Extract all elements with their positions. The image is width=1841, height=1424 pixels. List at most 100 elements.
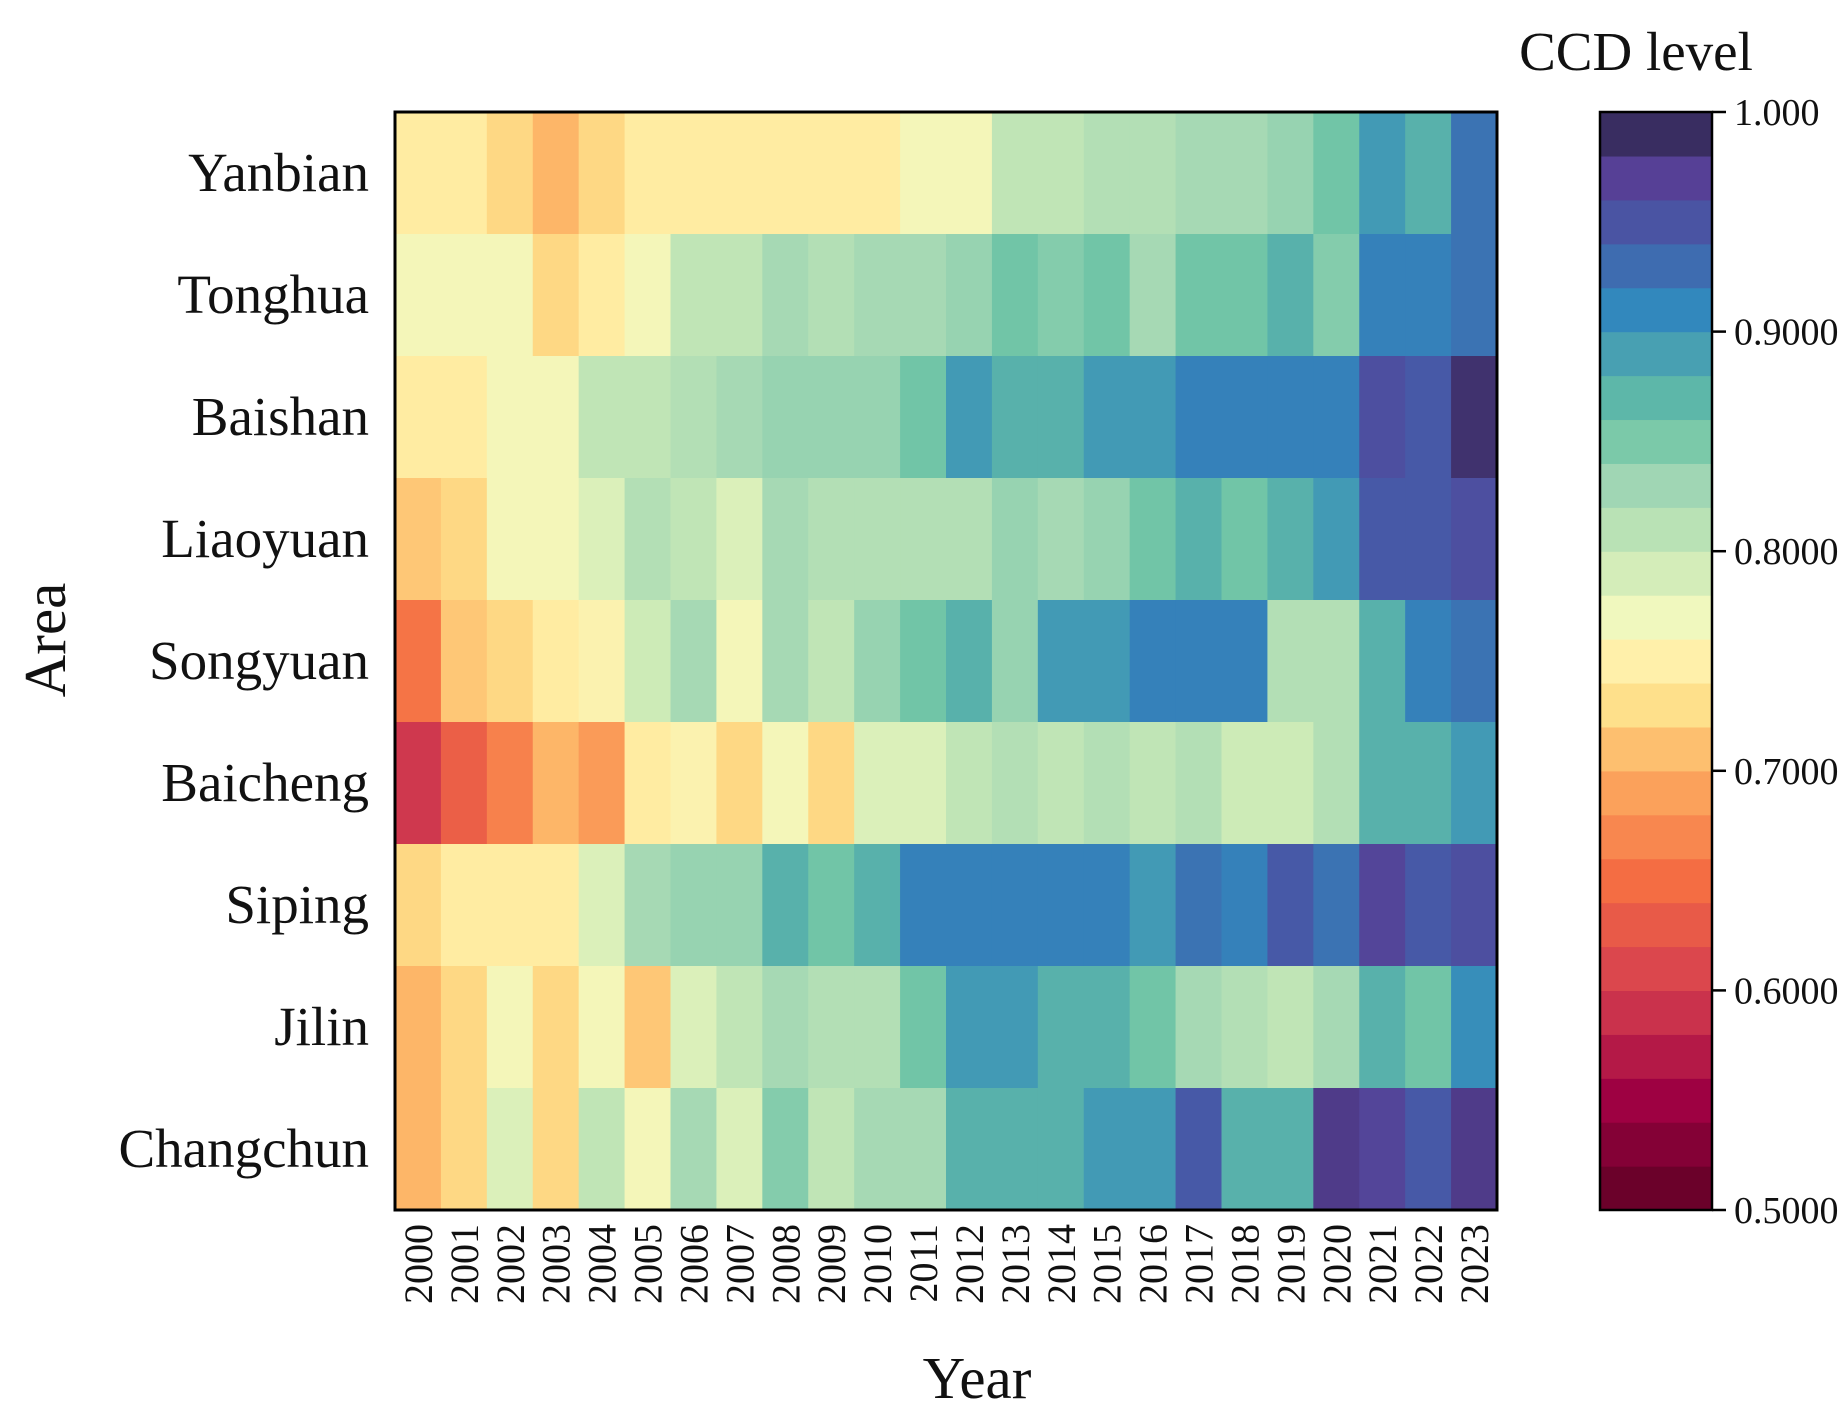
heatmap-cell xyxy=(854,234,901,357)
heatmap-cell xyxy=(946,722,993,845)
x-tick-label: 2023 xyxy=(1452,1224,1497,1304)
heatmap-cell xyxy=(486,844,534,967)
heatmap-cell xyxy=(808,966,855,1089)
heatmap-cell xyxy=(762,1088,809,1211)
colorbar-level xyxy=(1600,1166,1712,1211)
heatmap-cell xyxy=(808,1088,855,1211)
heatmap-cell xyxy=(1129,1088,1177,1211)
heatmap-cell xyxy=(1037,1088,1085,1211)
heatmap-cell xyxy=(1083,966,1131,1089)
heatmap-cell xyxy=(1313,356,1360,479)
heatmap-cell xyxy=(762,600,809,723)
heatmap-cell xyxy=(440,356,488,479)
y-tick-label: Changchun xyxy=(118,1118,369,1179)
x-tick-label: 2000 xyxy=(396,1224,441,1304)
heatmap-cell xyxy=(991,112,1039,235)
heatmap-cell xyxy=(670,722,718,845)
x-tick-label: 2022 xyxy=(1406,1224,1451,1304)
heatmap-cell xyxy=(532,966,580,1089)
heatmap-cell xyxy=(1037,966,1085,1089)
heatmap-cell xyxy=(1359,722,1406,845)
heatmap-cell xyxy=(1267,356,1314,479)
x-tick-label: 2010 xyxy=(855,1224,900,1304)
heatmap-cell xyxy=(532,478,580,601)
heatmap-cell xyxy=(1175,112,1223,235)
heatmap-cell xyxy=(1405,722,1452,845)
colorbar-tick-label: 0.6000 xyxy=(1734,970,1839,1012)
heatmap-cell xyxy=(440,112,488,235)
heatmap-cell xyxy=(1175,1088,1223,1211)
heatmap-cell xyxy=(1083,722,1131,845)
heatmap-cell xyxy=(1129,356,1177,479)
heatmap-cell xyxy=(854,722,901,845)
heatmap-cell xyxy=(762,112,809,235)
heatmap-cell xyxy=(1037,234,1085,357)
heatmap-cell xyxy=(808,112,855,235)
heatmap-cell xyxy=(1313,600,1360,723)
heatmap-cell xyxy=(716,600,763,723)
heatmap-cell xyxy=(716,112,763,235)
heatmap-cell xyxy=(486,234,534,357)
colorbar-ticks: 0.5000 0.6000 0.7000 0.8000 0.9000 1.000 xyxy=(1712,92,1839,1232)
heatmap-cell xyxy=(716,844,763,967)
colorbar-frame xyxy=(1598,110,1714,1212)
heatmap-cell xyxy=(900,966,947,1089)
x-tick-label: 2015 xyxy=(1085,1224,1130,1304)
heatmap-cell xyxy=(762,478,809,601)
heatmap-cell xyxy=(578,1088,626,1211)
heatmap-cell xyxy=(670,1088,718,1211)
heatmap-cell xyxy=(991,1088,1039,1211)
heatmap-cell xyxy=(1451,112,1498,235)
heatmap-cell xyxy=(578,478,626,601)
heatmap-cell xyxy=(1451,234,1498,357)
heatmap-cell xyxy=(440,600,488,723)
heatmap-cell xyxy=(1451,844,1498,967)
heatmap-cell xyxy=(854,1088,901,1211)
colorbar-tick-label: 0.9000 xyxy=(1734,312,1839,354)
heatmap-cell xyxy=(486,1088,534,1211)
heatmap-cell xyxy=(1129,234,1177,357)
heatmap-cell xyxy=(624,1088,672,1211)
colorbar-level xyxy=(1600,551,1712,596)
heatmap-cell xyxy=(900,844,947,967)
heatmap-cell xyxy=(1083,478,1131,601)
colorbar-level xyxy=(1600,639,1712,684)
colorbar xyxy=(1600,112,1712,1211)
heatmap-cell xyxy=(991,478,1039,601)
heatmap-cell xyxy=(991,600,1039,723)
x-axis-title: Year xyxy=(923,1345,1032,1411)
heatmap-cell xyxy=(1129,478,1177,601)
heatmap-cell xyxy=(1313,722,1360,845)
heatmap-cell xyxy=(486,966,534,1089)
heatmap-cell xyxy=(762,844,809,967)
x-tick-label: 2011 xyxy=(901,1224,946,1303)
colorbar-tick-label: 0.7000 xyxy=(1734,751,1839,793)
heatmap-cell xyxy=(395,600,442,723)
colorbar-level xyxy=(1600,814,1712,860)
heatmap-cell xyxy=(1175,844,1223,967)
x-tick-label: 2001 xyxy=(442,1224,487,1304)
colorbar-level xyxy=(1600,990,1712,1035)
heatmap-cell xyxy=(1037,844,1085,967)
heatmap-cell xyxy=(1359,966,1406,1089)
heatmap-cell xyxy=(1175,478,1223,601)
heatmap-cell xyxy=(395,356,442,479)
y-tick-label: Tonghua xyxy=(177,264,369,325)
heatmap-cell xyxy=(1267,478,1314,601)
x-tick-label: 2013 xyxy=(993,1224,1038,1304)
heatmap-cell xyxy=(578,356,626,479)
heatmap-cell xyxy=(670,356,718,479)
heatmap-cell xyxy=(1359,478,1406,601)
colorbar-level xyxy=(1600,331,1712,377)
x-tick-label: 2004 xyxy=(580,1224,625,1304)
heatmap-cell xyxy=(532,844,580,967)
heatmap-cell xyxy=(1037,478,1085,601)
colorbar-level xyxy=(1600,199,1712,245)
heatmap-cell xyxy=(1359,844,1406,967)
heatmap-cell xyxy=(624,844,672,967)
colorbar-level xyxy=(1600,243,1712,289)
y-tick-label: Baicheng xyxy=(161,752,369,813)
heatmap-cell xyxy=(1221,1088,1269,1211)
heatmap-cell xyxy=(670,600,718,723)
heatmap-cell xyxy=(670,478,718,601)
